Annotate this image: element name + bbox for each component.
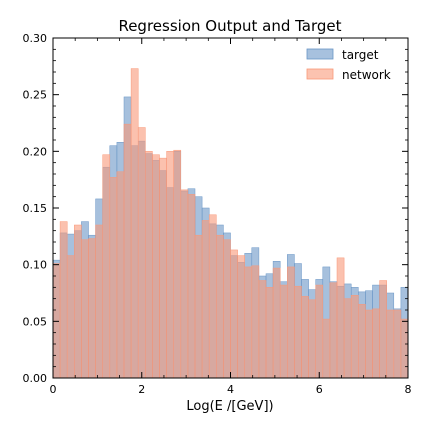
bar-network-35 (301, 296, 309, 379)
y-tick-label: 0.20 (23, 145, 48, 158)
bar-network-0 (52, 263, 61, 379)
bar-network-12 (137, 127, 146, 379)
bar-network-2 (66, 255, 75, 379)
y-tick-label: 0.30 (23, 32, 48, 45)
bar-network-23 (216, 234, 224, 379)
bar-network-8 (109, 177, 118, 379)
legend-label-network: network (342, 68, 391, 82)
x-axis-label: Log(E /[GeV]) (186, 399, 273, 414)
bar-network-31 (272, 267, 281, 379)
bar-network-49 (400, 318, 409, 379)
bar-network-20 (194, 234, 203, 379)
bar-network-24 (223, 239, 231, 379)
bar-network-9 (116, 171, 125, 379)
bar-network-19 (187, 194, 196, 379)
bar-network-36 (308, 299, 316, 379)
bar-network-25 (230, 249, 238, 379)
bar-network-38 (322, 318, 331, 379)
bar-network-17 (173, 149, 182, 379)
bar-network-41 (343, 298, 352, 379)
bar-network-34 (294, 285, 302, 379)
bar-network-27 (244, 266, 253, 379)
bar-network-11 (130, 68, 139, 379)
x-tick-label: 4 (227, 383, 234, 396)
bar-network-16 (166, 151, 174, 379)
legend-label-target: target (342, 48, 379, 62)
bar-network-1 (59, 221, 68, 379)
y-tick-label: 0.10 (23, 259, 48, 272)
bar-network-7 (102, 154, 111, 379)
y-tick-label: 0.05 (23, 315, 48, 328)
y-tick-label: 0.25 (23, 89, 48, 102)
bar-network-15 (159, 157, 167, 379)
bar-network-28 (251, 265, 260, 379)
legend-swatch-target (306, 48, 334, 60)
bar-network-6 (95, 224, 103, 379)
bar-network-10 (123, 123, 132, 379)
bar-network-44 (365, 309, 373, 379)
bar-network-21 (201, 220, 210, 379)
x-tick-label: 2 (138, 383, 145, 396)
bar-network-13 (145, 151, 153, 379)
bar-network-33 (287, 266, 295, 379)
bar-network-3 (74, 224, 82, 379)
bar-network-30 (265, 287, 274, 379)
bar-network-29 (258, 280, 267, 379)
y-tick-label: 0.15 (23, 202, 48, 215)
bar-network-4 (81, 239, 89, 379)
legend: target network (306, 48, 391, 82)
legend-swatch-network (306, 68, 334, 80)
bar-network-46 (379, 280, 387, 379)
bar-network-40 (336, 257, 345, 379)
bar-network-37 (315, 284, 324, 379)
bar-network-47 (386, 309, 395, 379)
bar-network-43 (358, 304, 366, 379)
bar-network-39 (329, 282, 338, 379)
y-tick-label: 0.00 (23, 372, 48, 385)
bar-network-42 (350, 295, 359, 379)
bar-network-5 (88, 238, 96, 379)
x-tick-label: 6 (316, 383, 323, 396)
x-tick-label: 8 (405, 383, 412, 396)
plot-frame (52, 37, 409, 379)
bar-network-14 (152, 154, 160, 379)
bar-network-45 (372, 308, 380, 379)
bar-network-48 (393, 309, 402, 379)
bar-network-18 (180, 189, 189, 379)
x-tick-label: 0 (50, 383, 57, 396)
bar-network-26 (237, 255, 245, 379)
bar-network-22 (208, 214, 217, 379)
chart-title: Regression Output and Target (118, 17, 341, 35)
bar-network-32 (279, 284, 288, 379)
